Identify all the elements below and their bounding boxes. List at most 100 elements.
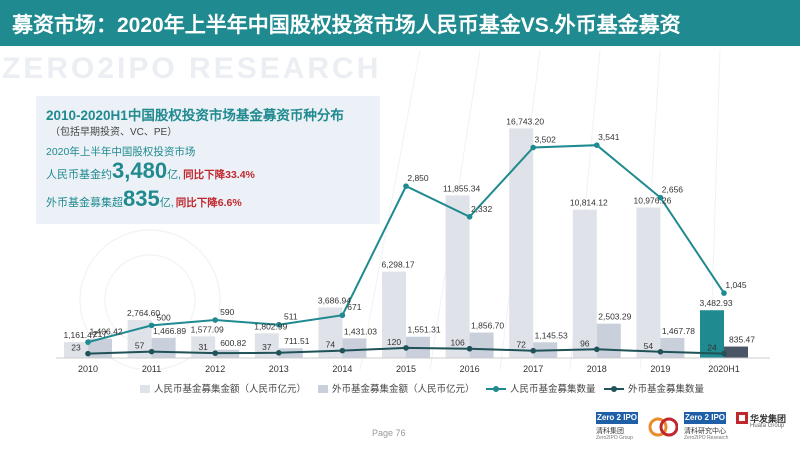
fx-amount-bar	[342, 338, 367, 358]
x-tick-label: 2012	[205, 364, 225, 374]
fx-count-point	[657, 349, 664, 355]
rmb-count-label: 590	[220, 307, 234, 317]
rmb-amount-label: 3,482.93	[699, 298, 732, 308]
fx-amount-label: 711.51	[284, 336, 310, 346]
fx-count-label: 31	[198, 342, 208, 352]
fx-amount-label: 835.47	[729, 335, 755, 345]
anniversary-20-logo	[648, 412, 679, 447]
rmb-stat-unit: 亿,	[167, 169, 182, 181]
fx-count-label: 57	[135, 341, 145, 351]
fx-amount-label: 1,856.70	[471, 321, 504, 331]
fx-stat-change: 同比下降6.6%	[175, 197, 242, 209]
fx-amount-bar	[724, 346, 748, 358]
fx-count-label: 120	[387, 337, 401, 347]
rmb-count-point	[594, 142, 600, 148]
fx-count-point	[212, 350, 218, 356]
rmb-amount-label: 1,802.99	[254, 321, 287, 331]
fx-count-label: 96	[580, 338, 590, 348]
rmb-count-label: 3,502	[535, 135, 557, 145]
rmb-amount-label: 6,298.17	[381, 260, 414, 270]
fx-amount-bar	[660, 337, 685, 358]
rmb-count-point	[721, 290, 727, 296]
legend-swatch-rmb-count	[486, 386, 506, 393]
huafa-name: 华发集团	[750, 414, 787, 424]
rmb-amount-label: 11,855.34	[443, 183, 480, 193]
rmb-count-point	[466, 214, 473, 220]
rmb-stat: 人民币基金约3,480亿, 同比下降33.4%	[46, 158, 255, 184]
x-tick-label: 2017	[523, 364, 543, 374]
fx-count-label: 37	[262, 342, 272, 352]
rmb-amount-label: 2,764.60	[127, 308, 160, 318]
page-title: 募资市场：2020年上半年中国股权投资市场人民币基金VS.外币基金募资	[12, 14, 681, 37]
rmb-amount-bar	[700, 310, 724, 358]
rmb-count-point	[339, 312, 346, 319]
legend-label-rmb-count: 人民币基金募集数量	[510, 384, 596, 395]
fx-count-point	[594, 346, 600, 353]
legend-swatch-rmb-amount	[140, 385, 150, 394]
fx-amount-bar	[151, 337, 176, 358]
x-tick-label: 2010	[78, 364, 98, 374]
rmb-amount-label: 1,161.47	[63, 330, 96, 340]
fx-amount-label: 2,503.29	[598, 312, 631, 322]
huafa-icon	[736, 412, 748, 424]
rmb-count-point	[148, 322, 155, 329]
legend-item-rmb-count: 人民币基金募集数量	[486, 381, 596, 395]
huafa-sub: Huafa Group	[750, 423, 785, 429]
anniversary-20-icon	[648, 417, 679, 437]
fx-count-point	[339, 347, 346, 354]
rmb-count-label: 2,656	[662, 185, 684, 195]
legend-swatch-fx-count	[604, 386, 624, 393]
fx-count-point	[85, 350, 91, 357]
watermark-text: ZERO2IPO RESEARCH	[2, 52, 382, 85]
fx-amount-label: 1,145.53	[535, 330, 568, 340]
x-tick-label: 2014	[332, 364, 352, 374]
fx-count-point	[721, 350, 727, 357]
rmb-amount-bar	[254, 333, 279, 358]
rmb-count-point	[212, 317, 218, 323]
fx-amount-label: 1,406.42	[89, 327, 122, 337]
x-tick-label: 2020H1	[708, 364, 740, 374]
legend-item-fx-count: 外币基金募集数量	[604, 381, 704, 395]
legend-label-fx-count: 外币基金募集数量	[628, 384, 705, 395]
x-tick-label: 2011	[142, 364, 161, 374]
fx-stat: 外币基金募集超835亿, 同比下降6.6%	[46, 186, 242, 212]
rmb-stat-value: 3,480	[112, 158, 168, 183]
info-box-line1: 2020年上半年中国股权投资市场	[46, 146, 196, 158]
rmb-count-label: 500	[157, 312, 171, 322]
fx-stat-prefix: 外币基金募集超	[46, 197, 123, 209]
fx-count-point	[276, 350, 282, 356]
decor-circle	[79, 229, 221, 371]
rmb-amount-bar	[636, 207, 661, 358]
zero2ipo-group-sub: Zero2IPO Group	[596, 435, 633, 441]
chart-legend: 人民币基金募集金额（人民币亿元） 外币基金募集金额（人民币亿元） 人民币基金募集…	[0, 381, 800, 395]
legend-item-rmb-amount: 人民币基金募集金额（人民币亿元）	[140, 381, 306, 395]
rmb-count-point	[403, 183, 409, 189]
rmb-count-point	[85, 339, 91, 345]
rmb-amount-label: 1,577.09	[191, 324, 224, 334]
rmb-amount-bar	[382, 271, 406, 358]
fx-count-point	[403, 345, 409, 351]
rmb-count-label: 217	[93, 329, 107, 339]
x-tick-label: 2016	[460, 364, 480, 374]
zero2ipo-research-sub: Zero2IPO Research	[684, 435, 729, 441]
rmb-count-point	[530, 144, 536, 151]
rmb-count-point	[276, 321, 282, 328]
zero2ipo-group-name: 清科集团	[596, 428, 624, 435]
info-box: 2010-2020H1中国股权投资市场基金募资币种分布 （包括早期投资、VC、P…	[36, 96, 380, 224]
rmb-amount-bar	[509, 128, 534, 358]
fx-count-label: 54	[644, 341, 654, 351]
fx-count-label: 106	[451, 338, 465, 348]
fx-count-point	[530, 347, 536, 354]
title-bar: 募资市场：2020年上半年中国股权投资市场人民币基金VS.外币基金募资	[0, 0, 800, 46]
legend-swatch-fx-amount	[318, 385, 328, 394]
rmb-count-label: 1,045	[725, 280, 747, 290]
rmb-amount-bar	[64, 342, 88, 358]
legend-label-fx-amount: 外币基金募集金额（人民币亿元）	[332, 384, 475, 395]
rmb-amount-bar	[445, 195, 470, 358]
rmb-amount-bar	[572, 209, 597, 358]
fx-amount-label: 1,431.03	[344, 326, 377, 336]
rmb-count-point	[657, 194, 664, 201]
fx-amount-label: 1,551.31	[407, 325, 440, 335]
fx-count-label: 72	[516, 340, 526, 350]
